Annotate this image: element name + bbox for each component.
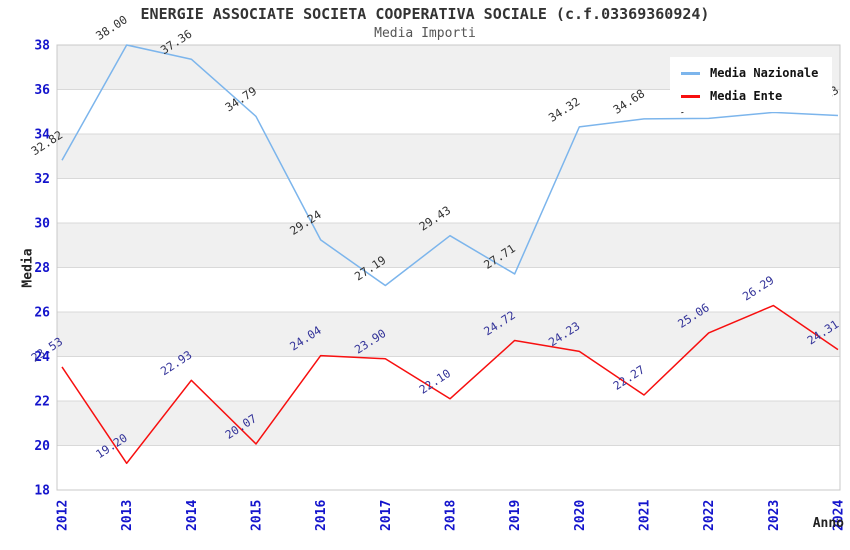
x-tick-label: 2012: [56, 500, 71, 531]
x-tick-label: 2022: [702, 500, 717, 531]
legend-swatch-media-ente-icon: [681, 94, 700, 98]
y-tick-label: 20: [34, 439, 50, 454]
series-line-media-nazionale: [61, 44, 839, 287]
x-tick-label: 2016: [314, 500, 329, 531]
y-tick-label: 32: [34, 172, 50, 187]
chart-title: ENERGIE ASSOCIATE SOCIETA COOPERATIVA SO…: [140, 5, 710, 23]
y-tick-label: 30: [34, 217, 50, 232]
data-label: 22.27: [610, 362, 647, 393]
legend: Media Nazionale Media Ente: [670, 57, 833, 112]
chart-subtitle: Media Importi: [374, 26, 476, 41]
legend-label: Media Ente: [710, 89, 783, 103]
x-tick-label: 2017: [379, 500, 394, 531]
y-tick-label: 34: [34, 128, 50, 143]
legend-swatch-media-nazionale-icon: [681, 71, 700, 75]
x-tick-label: 2021: [638, 500, 653, 531]
x-axis-title: Anno: [812, 516, 844, 531]
y-axis-title: Media: [20, 248, 36, 288]
legend-item-media-nazionale: Media Nazionale: [681, 66, 818, 80]
x-tick-label: 2019: [508, 500, 523, 531]
x-tick-label: 2014: [185, 500, 200, 531]
x-tick-label: 2015: [250, 500, 265, 531]
x-tick-label: 2023: [767, 500, 782, 531]
data-label: 26.29: [740, 273, 777, 304]
data-label: 34.32: [546, 94, 583, 125]
series-line-media-ente: [61, 304, 839, 465]
y-tick-label: 38: [34, 39, 50, 54]
band: [57, 401, 840, 446]
x-tick-label: 2024: [832, 500, 847, 531]
y-tick-label: 18: [34, 484, 50, 499]
plot-border: [56, 44, 841, 491]
x-tick-label: 2018: [444, 500, 459, 531]
y-tick-label: 24: [34, 350, 50, 365]
legend-item-media-ente: Media Ente: [681, 89, 818, 103]
band: [57, 312, 840, 357]
y-tick-label: 28: [34, 261, 50, 276]
y-tick-label: 22: [34, 395, 50, 410]
data-label: 34.68: [610, 86, 647, 117]
band: [57, 134, 840, 179]
band: [57, 223, 840, 268]
y-tick-label: 36: [34, 83, 50, 98]
y-tick-label: 26: [34, 306, 50, 321]
x-tick-label: 2013: [120, 500, 135, 531]
x-tick-label: 2020: [573, 500, 588, 531]
data-label: 22.10: [416, 366, 453, 397]
legend-label: Media Nazionale: [710, 66, 819, 80]
